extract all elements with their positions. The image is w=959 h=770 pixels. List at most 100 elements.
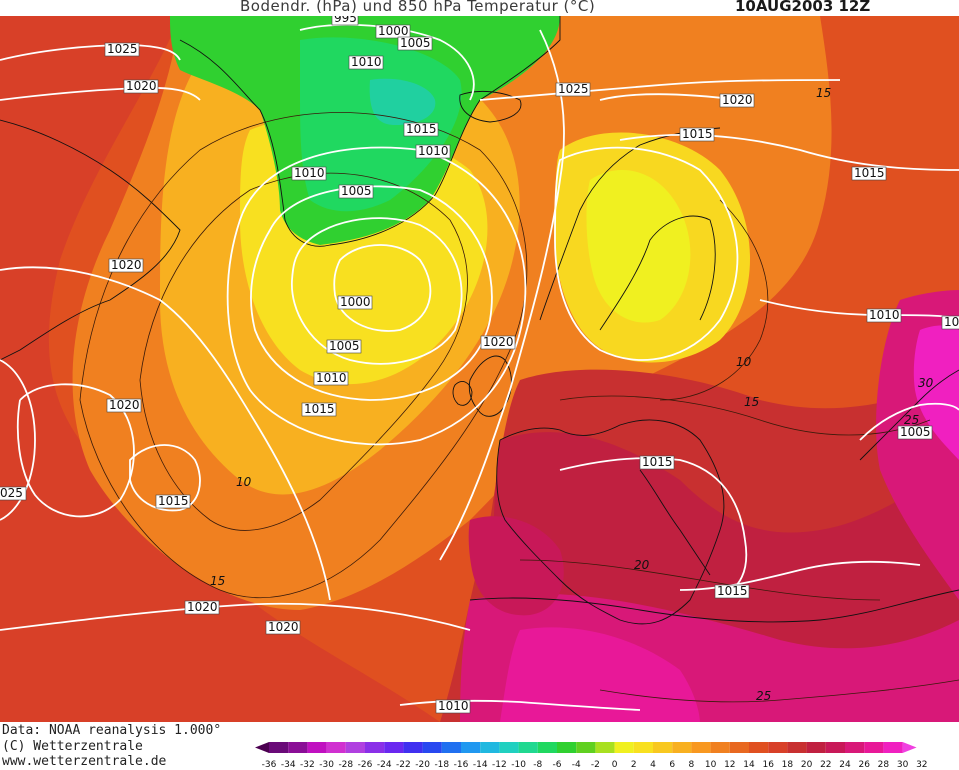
legend-tick-label: -28 xyxy=(338,760,353,770)
legend-swatches xyxy=(255,742,917,753)
isobar-1020-south xyxy=(0,602,471,631)
svg-text:1005: 1005 xyxy=(329,339,360,353)
legend-swatch xyxy=(749,742,769,753)
legend-tick-label: 32 xyxy=(916,760,927,770)
temp-label: 25 xyxy=(756,689,771,703)
legend-tick-label: 0 xyxy=(612,760,618,770)
legend-tick-label: 4 xyxy=(650,760,656,770)
legend-swatch xyxy=(614,742,634,753)
isobar-label: 995 xyxy=(331,16,359,26)
temp-contour-15 xyxy=(79,112,528,598)
isobar-label: 1005 xyxy=(338,184,374,199)
temp-field-iberia xyxy=(468,516,564,616)
legend-swatch xyxy=(403,742,423,753)
isobar-1005-low xyxy=(291,217,463,365)
legend-swatch xyxy=(691,742,711,753)
legend-tick-label: 22 xyxy=(820,760,831,770)
svg-text:1010: 1010 xyxy=(316,371,347,385)
sweden-finland-coast xyxy=(599,215,716,331)
svg-text:1015: 1015 xyxy=(642,455,673,469)
legend-swatch xyxy=(499,742,519,753)
temp-field-east-core xyxy=(913,325,959,460)
isobar-label: 1015 xyxy=(301,402,337,417)
svg-text:1020: 1020 xyxy=(268,620,299,634)
legend-tick-label: 6 xyxy=(669,760,675,770)
legend-tick-label: -30 xyxy=(319,760,334,770)
legend-swatch xyxy=(768,742,788,753)
svg-text:10: 10 xyxy=(944,315,959,329)
isobar-1015-north xyxy=(619,133,959,171)
isobar-1025-far-west xyxy=(0,359,36,521)
legend-tick-label: -14 xyxy=(473,760,488,770)
temp-contour-africa xyxy=(599,679,959,703)
legend-swatch xyxy=(806,742,826,753)
legend-tick-label: -22 xyxy=(396,760,411,770)
temp-label: 15 xyxy=(744,395,759,409)
svg-text:1000: 1000 xyxy=(378,24,409,38)
legend-swatch xyxy=(845,742,865,753)
copyright-text: (C) Wetterzentrale xyxy=(2,739,143,754)
isobar-label: 1005 xyxy=(897,425,933,440)
legend-tick-label: -34 xyxy=(281,760,296,770)
isobar-label: 1015 xyxy=(403,122,439,137)
isobar-label-layer: 995 1000 1005 1010 1025 1020 1015 1010 1… xyxy=(0,16,959,714)
temp-label: 15 xyxy=(210,574,225,588)
legend-tick-label: -24 xyxy=(377,760,392,770)
legend-swatch xyxy=(288,742,308,753)
isobar-label: 10 xyxy=(941,315,959,330)
temp-label: 25 xyxy=(904,413,919,427)
legend-tick-label: -10 xyxy=(511,760,526,770)
temperature-label-layer: 15 10 10 15 15 20 25 30 25 xyxy=(210,86,934,703)
labrador-coast xyxy=(0,119,181,361)
map-title: Bodendr. (hPa) und 850 hPa Temperatur (°… xyxy=(240,0,596,15)
legend-swatch xyxy=(345,742,365,753)
svg-text:1005: 1005 xyxy=(341,184,372,198)
svg-text:1010: 1010 xyxy=(438,699,469,713)
legend-tick-label: -20 xyxy=(415,760,430,770)
legend-tick-label: 26 xyxy=(858,760,870,770)
isobar-label: 1010 xyxy=(313,371,349,386)
temperature-contours xyxy=(79,112,959,703)
legend-swatch xyxy=(384,742,404,753)
isobar-label: 1020 xyxy=(265,620,301,635)
website-link[interactable]: www.wetterzentrale.de xyxy=(2,754,167,769)
iceland-coast xyxy=(459,90,522,123)
isobar-1015-azores xyxy=(129,444,201,512)
legend-swatch xyxy=(422,742,442,753)
isobar-label: 1015 xyxy=(714,584,750,599)
isobars xyxy=(0,23,959,711)
temp-label: 30 xyxy=(918,376,934,390)
isobar-label: 1015 xyxy=(155,494,191,509)
legend-arrow-right xyxy=(902,742,917,753)
svg-text:1015: 1015 xyxy=(717,584,748,598)
svg-text:995: 995 xyxy=(334,16,357,25)
legend-tick-label: 2 xyxy=(631,760,637,770)
isobar-label: 1020 xyxy=(123,79,159,94)
legend-tick-label: 18 xyxy=(782,760,794,770)
isobar-label: 1010 xyxy=(291,166,327,181)
legend-swatch xyxy=(576,742,596,753)
legend-tick-label: -4 xyxy=(572,760,581,770)
legend-swatch xyxy=(787,742,807,753)
svg-text:1000: 1000 xyxy=(340,295,371,309)
legend-swatch xyxy=(365,742,385,753)
legend-swatch xyxy=(672,742,692,753)
legend-tick-label: -6 xyxy=(553,760,562,770)
isobar-1005-east xyxy=(859,402,959,441)
legend-swatch xyxy=(537,742,557,753)
europe-coast xyxy=(496,419,725,625)
svg-text:1020: 1020 xyxy=(722,93,753,107)
svg-text:1020: 1020 xyxy=(483,335,514,349)
temp-label: 20 xyxy=(634,558,650,572)
temp-field-africa-core xyxy=(500,627,700,722)
legend-swatch xyxy=(653,742,673,753)
isobar-label: 1020 xyxy=(719,93,755,108)
svg-text:1020: 1020 xyxy=(111,258,142,272)
isobar-label: 1010 xyxy=(415,144,451,159)
legend-tick-label: 20 xyxy=(801,760,813,770)
temp-field-scandinavia-core xyxy=(586,170,691,323)
isobar-label: 1015 xyxy=(679,127,715,142)
legend-tick-label: 24 xyxy=(839,760,851,770)
africa-coast xyxy=(469,589,959,623)
legend-swatch xyxy=(441,742,461,753)
